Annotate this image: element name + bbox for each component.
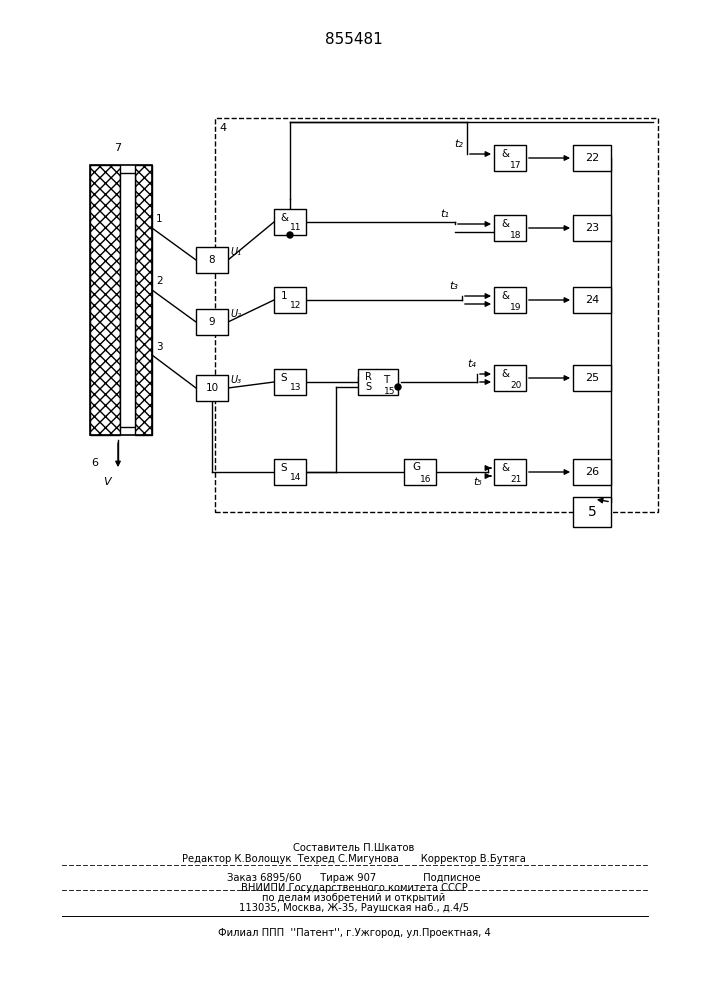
Bar [274,209,306,235]
Text: 16: 16 [420,475,432,484]
Text: &: & [501,369,509,379]
Text: ВНИИПИ Государственного комитета СССР: ВНИИПИ Государственного комитета СССР [240,883,467,893]
Bar [573,215,611,241]
Text: 14: 14 [291,474,302,483]
Bar [573,145,611,171]
Text: &: & [501,219,509,229]
Text: 1: 1 [281,291,287,301]
Bar [196,309,228,335]
Text: 26: 26 [585,467,599,477]
Text: 13: 13 [291,383,302,392]
Text: Редактор К.Волощук  Техред С.Мигунова       Корректор В.Бутяга: Редактор К.Волощук Техред С.Мигунова Кор… [182,854,526,864]
Text: 24: 24 [585,295,599,305]
Bar [404,459,436,485]
Text: Заказ 6895/60      Тираж 907               Подписное: Заказ 6895/60 Тираж 907 Подписное [227,873,481,883]
Bar [135,165,152,435]
Text: 12: 12 [291,302,302,310]
Text: &: & [280,213,288,223]
Bar [274,369,306,395]
Text: 10: 10 [206,383,218,393]
Text: t₂: t₂ [455,139,463,149]
Bar [274,459,306,485]
Bar [573,365,611,391]
Bar [215,118,658,512]
Bar [573,497,611,527]
Text: 3: 3 [156,342,163,352]
Text: по делам изобретений и открытий: по делам изобретений и открытий [262,893,445,903]
Text: S: S [281,463,287,473]
Text: t₁: t₁ [440,209,450,219]
Text: U₃: U₃ [230,375,241,385]
Text: Составитель П.Шкатов: Составитель П.Шкатов [293,843,415,853]
Text: R: R [365,372,371,382]
Text: &: & [501,463,509,473]
Text: T: T [383,375,389,385]
Text: 21: 21 [510,475,522,484]
Bar [196,247,228,273]
Text: 1: 1 [156,214,163,224]
Bar [90,165,120,435]
Text: 2: 2 [156,276,163,286]
Text: 11: 11 [291,224,302,232]
Bar [494,459,526,485]
Bar [573,459,611,485]
Bar [120,173,135,427]
Text: 8: 8 [209,255,216,265]
Text: 5: 5 [588,505,597,519]
Text: t₃: t₃ [450,281,458,291]
Text: S: S [365,382,371,392]
Text: 7: 7 [115,143,122,153]
Circle shape [287,232,293,238]
Text: G: G [412,462,420,472]
Bar [90,165,152,435]
Bar [494,145,526,171]
Text: t₅: t₅ [474,477,482,487]
Text: U₁: U₁ [230,247,241,257]
Text: 22: 22 [585,153,599,163]
Text: &: & [501,149,509,159]
Text: &: & [501,291,509,301]
Text: 18: 18 [510,231,522,239]
Bar [494,215,526,241]
Text: 19: 19 [510,302,522,312]
Bar [573,287,611,313]
Text: 17: 17 [510,160,522,169]
Text: 25: 25 [585,373,599,383]
Text: 855481: 855481 [325,32,383,47]
Text: U₂: U₂ [230,309,241,319]
Bar [494,365,526,391]
Bar [274,287,306,313]
Text: V: V [103,477,111,487]
Text: 113035, Москва, Ж-35, Раушская наб., д.4/5: 113035, Москва, Ж-35, Раушская наб., д.4… [239,903,469,913]
Text: t₄: t₄ [467,359,477,369]
Bar [494,287,526,313]
Text: 4: 4 [219,123,226,133]
Text: 9: 9 [209,317,216,327]
Text: 23: 23 [585,223,599,233]
Text: Филиал ППП  ''Патент'', г.Ужгород, ул.Проектная, 4: Филиал ППП ''Патент'', г.Ужгород, ул.Про… [218,928,491,938]
Text: 6: 6 [91,458,98,468]
Text: 20: 20 [510,380,522,389]
Bar [196,375,228,401]
Circle shape [395,384,401,390]
Text: S: S [281,373,287,383]
Text: 15: 15 [384,386,396,395]
Bar [358,369,398,395]
